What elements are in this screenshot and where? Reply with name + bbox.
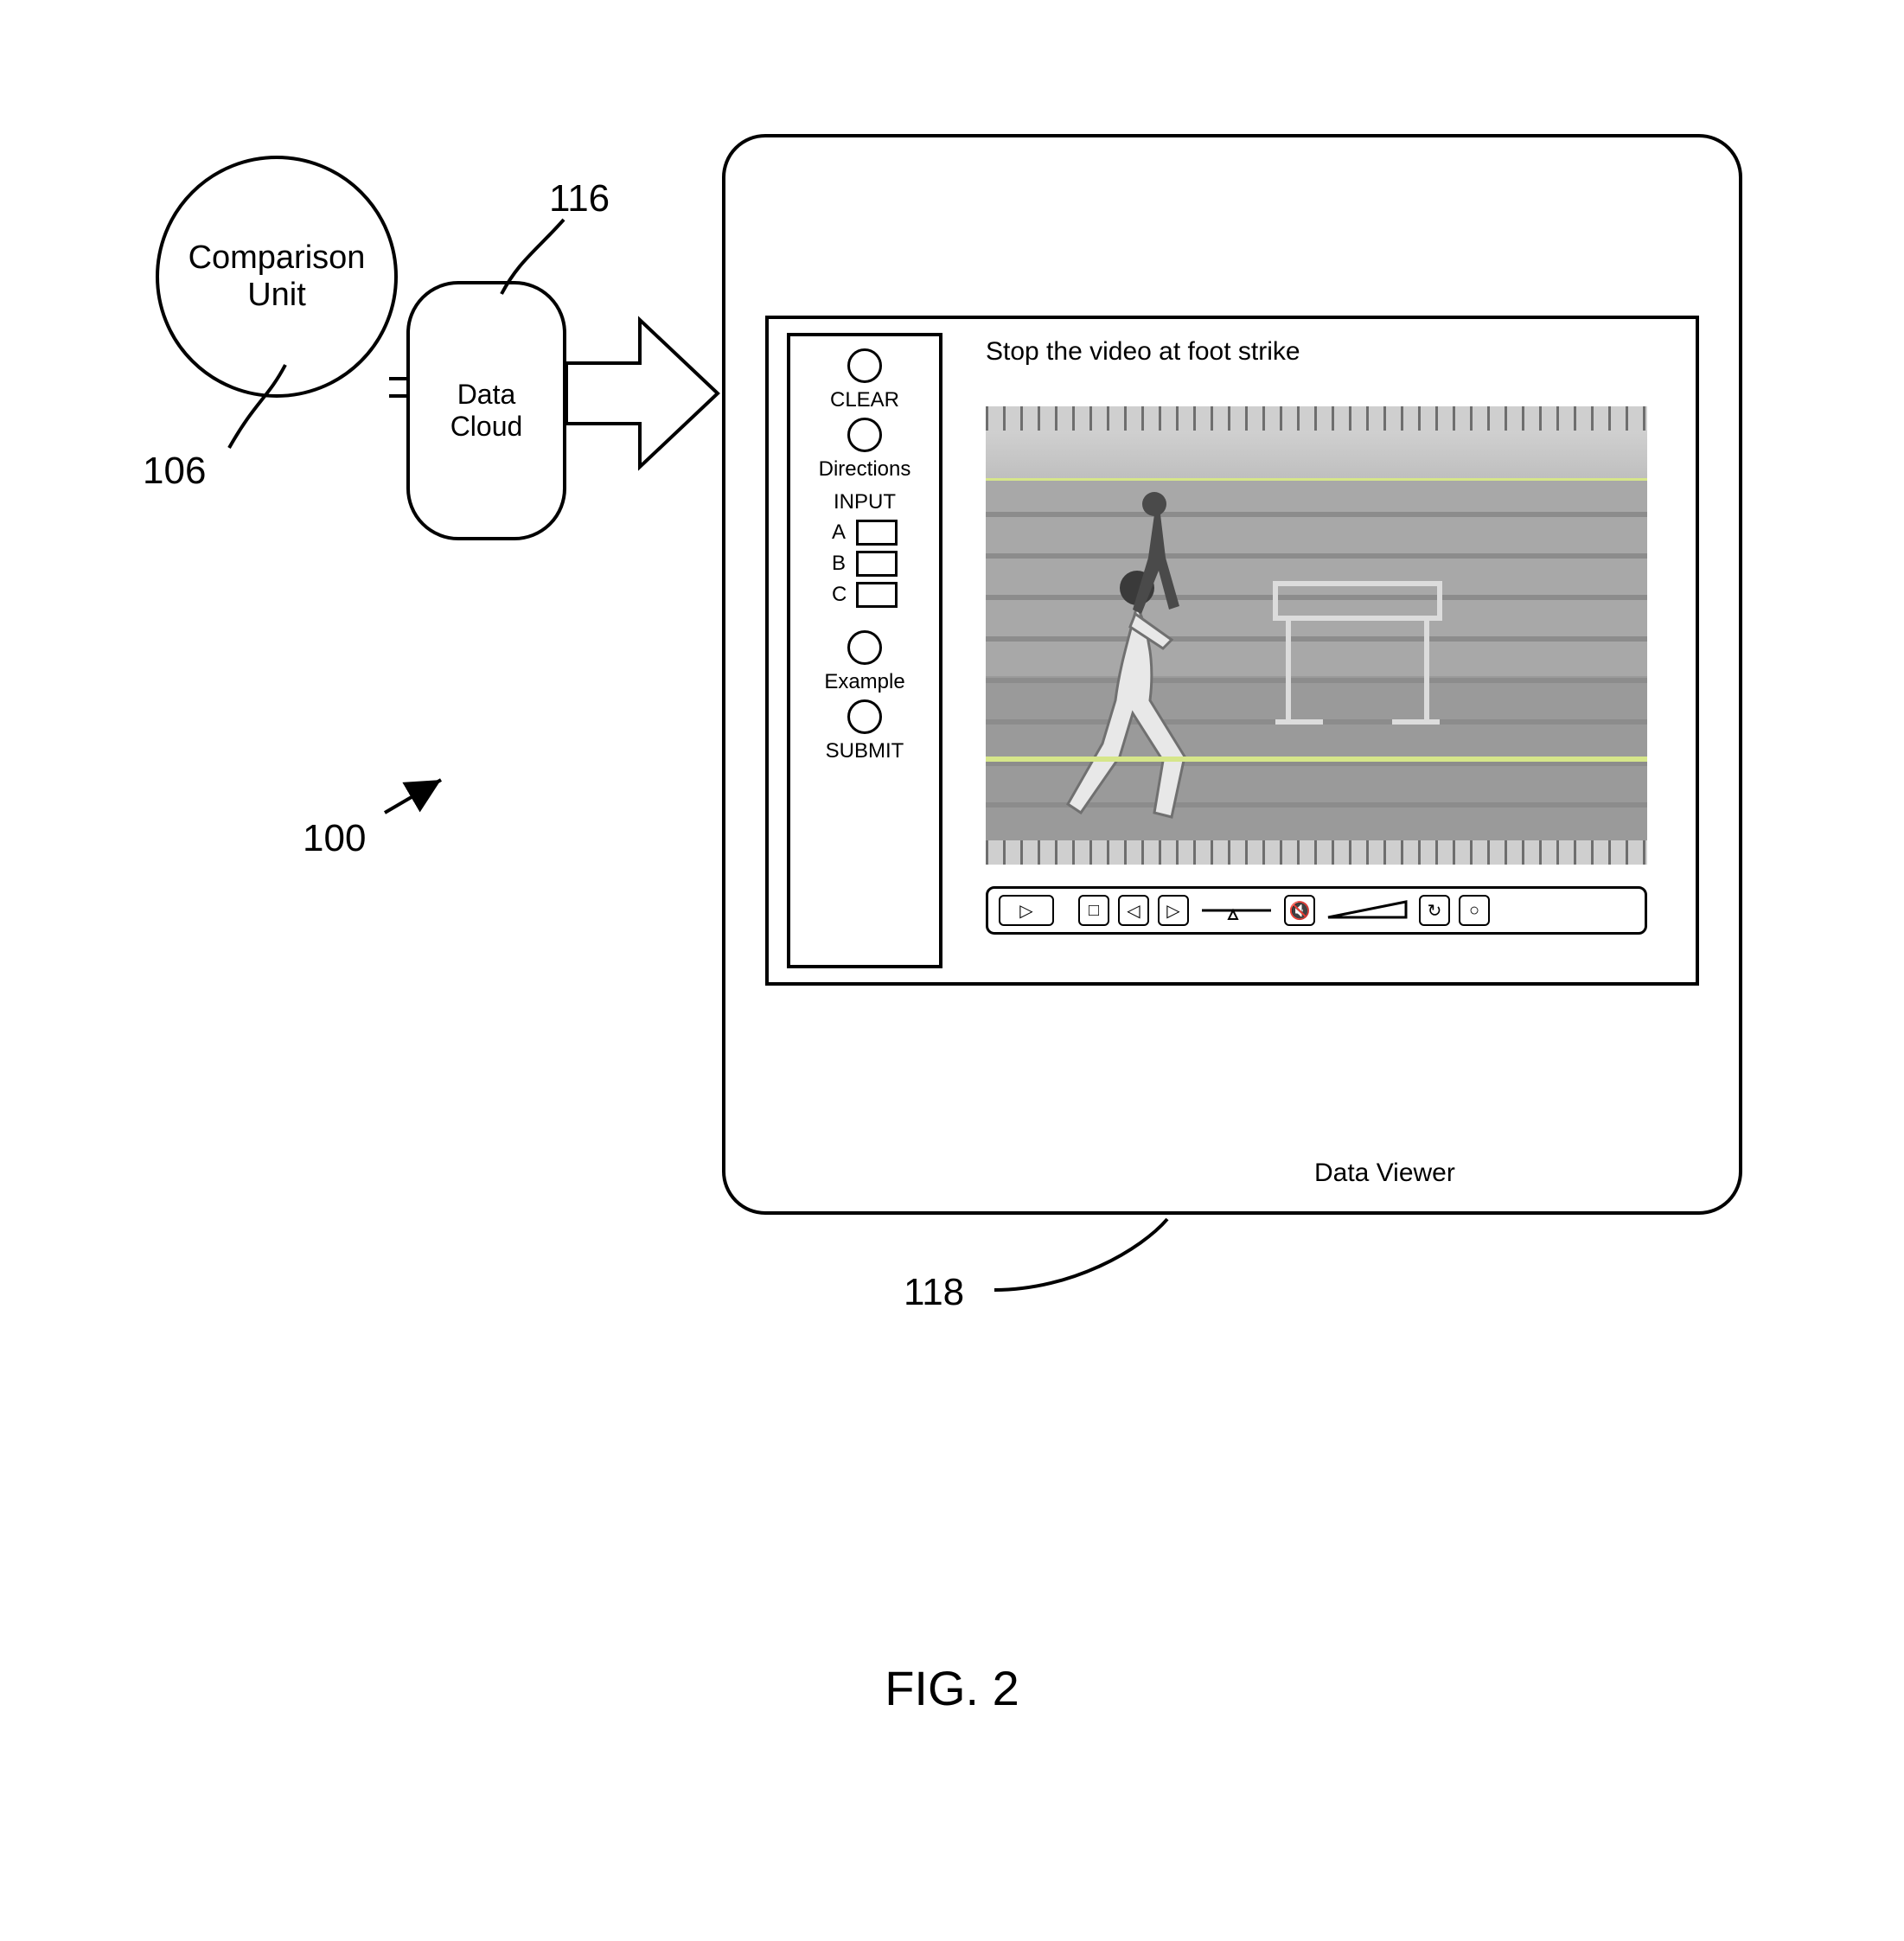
refnum-118: 118 [904, 1271, 964, 1314]
leader-118 [35, 35, 1245, 1331]
volume-slider[interactable] [1324, 895, 1410, 926]
mute-icon: 🔇 [1289, 900, 1311, 922]
loop-icon: ↻ [1428, 900, 1442, 922]
data-viewer-label: Data Viewer [1314, 1159, 1455, 1188]
figure-canvas: Comparison Unit Data Cloud 106 116 100 [35, 35, 1869, 1906]
figure-label: FIG. 2 [35, 1660, 1869, 1716]
mute-button[interactable]: 🔇 [1284, 895, 1315, 926]
record-icon: ○ [1469, 901, 1479, 921]
record-button[interactable]: ○ [1459, 895, 1490, 926]
video-hurdle [1271, 579, 1444, 726]
loop-button[interactable]: ↻ [1419, 895, 1450, 926]
